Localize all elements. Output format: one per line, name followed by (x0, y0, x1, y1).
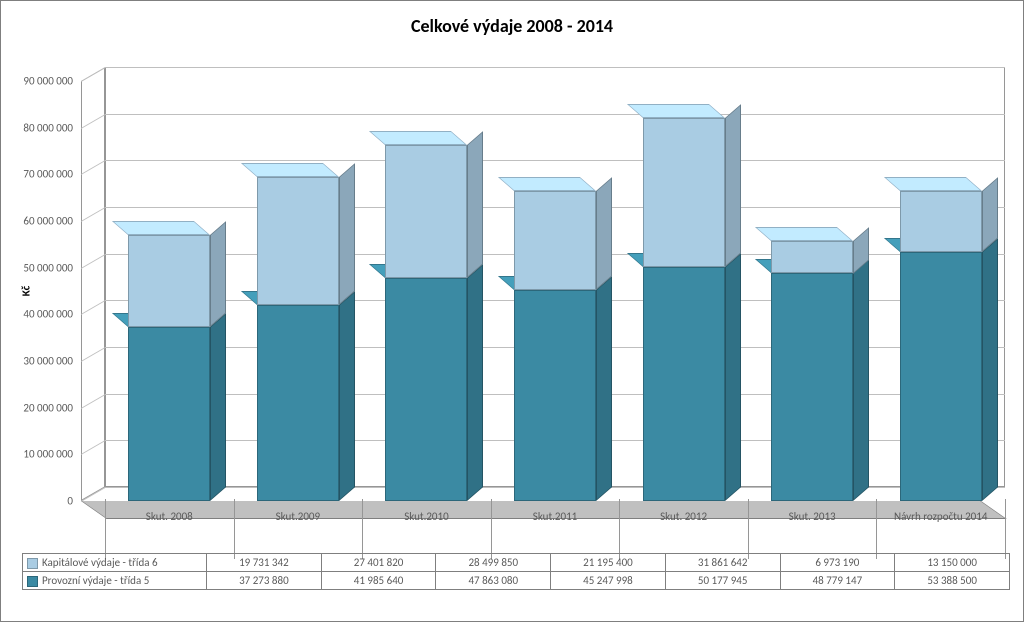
table-cell: 45 247 998 (551, 572, 666, 590)
plot-area: Kč 010 000 00020 000 00030 000 00040 000… (81, 81, 981, 501)
x-tick-label: Skut.2011 (493, 511, 618, 524)
bar-segment-kapitalove (128, 235, 210, 327)
table-cell: 48 779 147 (780, 572, 895, 590)
table-row: Provozní výdaje - třída 537 273 88041 98… (23, 572, 1010, 590)
x-tick-label: Skut. 2012 (621, 511, 746, 524)
x-tick-label: Skut. 2008 (107, 511, 232, 524)
legend-swatch-icon (27, 576, 38, 587)
bar-segment-kapitalove (771, 241, 853, 274)
table-cell: 27 401 820 (321, 554, 436, 572)
chart-frame: Celkové výdaje 2008 - 2014 Kč 010 000 00… (0, 0, 1024, 622)
gridline (105, 67, 1005, 68)
x-tick-label: Návrh rozpočtu 2014 (878, 511, 1003, 524)
y-tick-label: 60 000 000 (23, 215, 73, 228)
x-tick-label: Skut. 2013 (750, 511, 875, 524)
x-axis-labels: Skut. 2008Skut.2009Skut.2010Skut.2011Sku… (105, 511, 1005, 547)
legend-cell: Provozní výdaje - třída 5 (23, 572, 207, 590)
y-tick-label: 80 000 000 (23, 121, 73, 134)
y-tick-label: 40 000 000 (23, 308, 73, 321)
x-tick-label: Skut.2009 (236, 511, 361, 524)
legend-cell: Kapitálové výdaje - třída 6 (23, 554, 207, 572)
bar-segment-provozni (257, 305, 339, 501)
bar-segment-provozni (643, 267, 725, 501)
bar-group (514, 81, 596, 501)
bar-group (385, 81, 467, 501)
bar-group (643, 81, 725, 501)
table-row: Kapitálové výdaje - třída 619 731 34227 … (23, 554, 1010, 572)
bar-segment-kapitalove (514, 191, 596, 290)
table-cell: 19 731 342 (207, 554, 322, 572)
y-axis-title: Kč (20, 286, 33, 296)
table-cell: 47 863 080 (436, 572, 551, 590)
data-table: Kapitálové výdaje - třída 619 731 34227 … (22, 553, 1010, 590)
table-cell: 53 388 500 (895, 572, 1010, 590)
y-tick-label: 70 000 000 (23, 168, 73, 181)
bars-container (105, 81, 1005, 501)
y-tick-label: 20 000 000 (23, 401, 73, 414)
table-cell: 28 499 850 (436, 554, 551, 572)
chart-title: Celkové výdaje 2008 - 2014 (1, 15, 1023, 37)
bar-segment-kapitalove (385, 145, 467, 278)
y-tick-label: 10 000 000 (23, 448, 73, 461)
bar-segment-kapitalove (257, 177, 339, 305)
table-cell: 31 861 642 (665, 554, 780, 572)
bar-segment-provozni (771, 273, 853, 501)
bar-segment-provozni (514, 290, 596, 501)
y-tick-label: 50 000 000 (23, 261, 73, 274)
table-cell: 37 273 880 (207, 572, 322, 590)
bar-segment-provozni (385, 278, 467, 501)
side-wall (81, 67, 105, 501)
y-tick-label: 90 000 000 (23, 75, 73, 88)
table-cell: 41 985 640 (321, 572, 436, 590)
legend-swatch-icon (27, 558, 38, 569)
table-cell: 13 150 000 (895, 554, 1010, 572)
y-tick-label: 30 000 000 (23, 355, 73, 368)
bar-group (128, 81, 210, 501)
bar-group (257, 81, 339, 501)
bar-segment-kapitalove (900, 191, 982, 252)
bar-segment-kapitalove (643, 118, 725, 267)
x-divider (1005, 499, 1006, 559)
bar-group (771, 81, 853, 501)
table-cell: 50 177 945 (665, 572, 780, 590)
table-cell: 6 973 190 (780, 554, 895, 572)
bar-segment-provozni (128, 327, 210, 501)
table-cell: 21 195 400 (551, 554, 666, 572)
x-tick-label: Skut.2010 (364, 511, 489, 524)
y-tick-label: 0 (67, 495, 73, 508)
bar-segment-provozni (900, 252, 982, 501)
bar-group (900, 81, 982, 501)
